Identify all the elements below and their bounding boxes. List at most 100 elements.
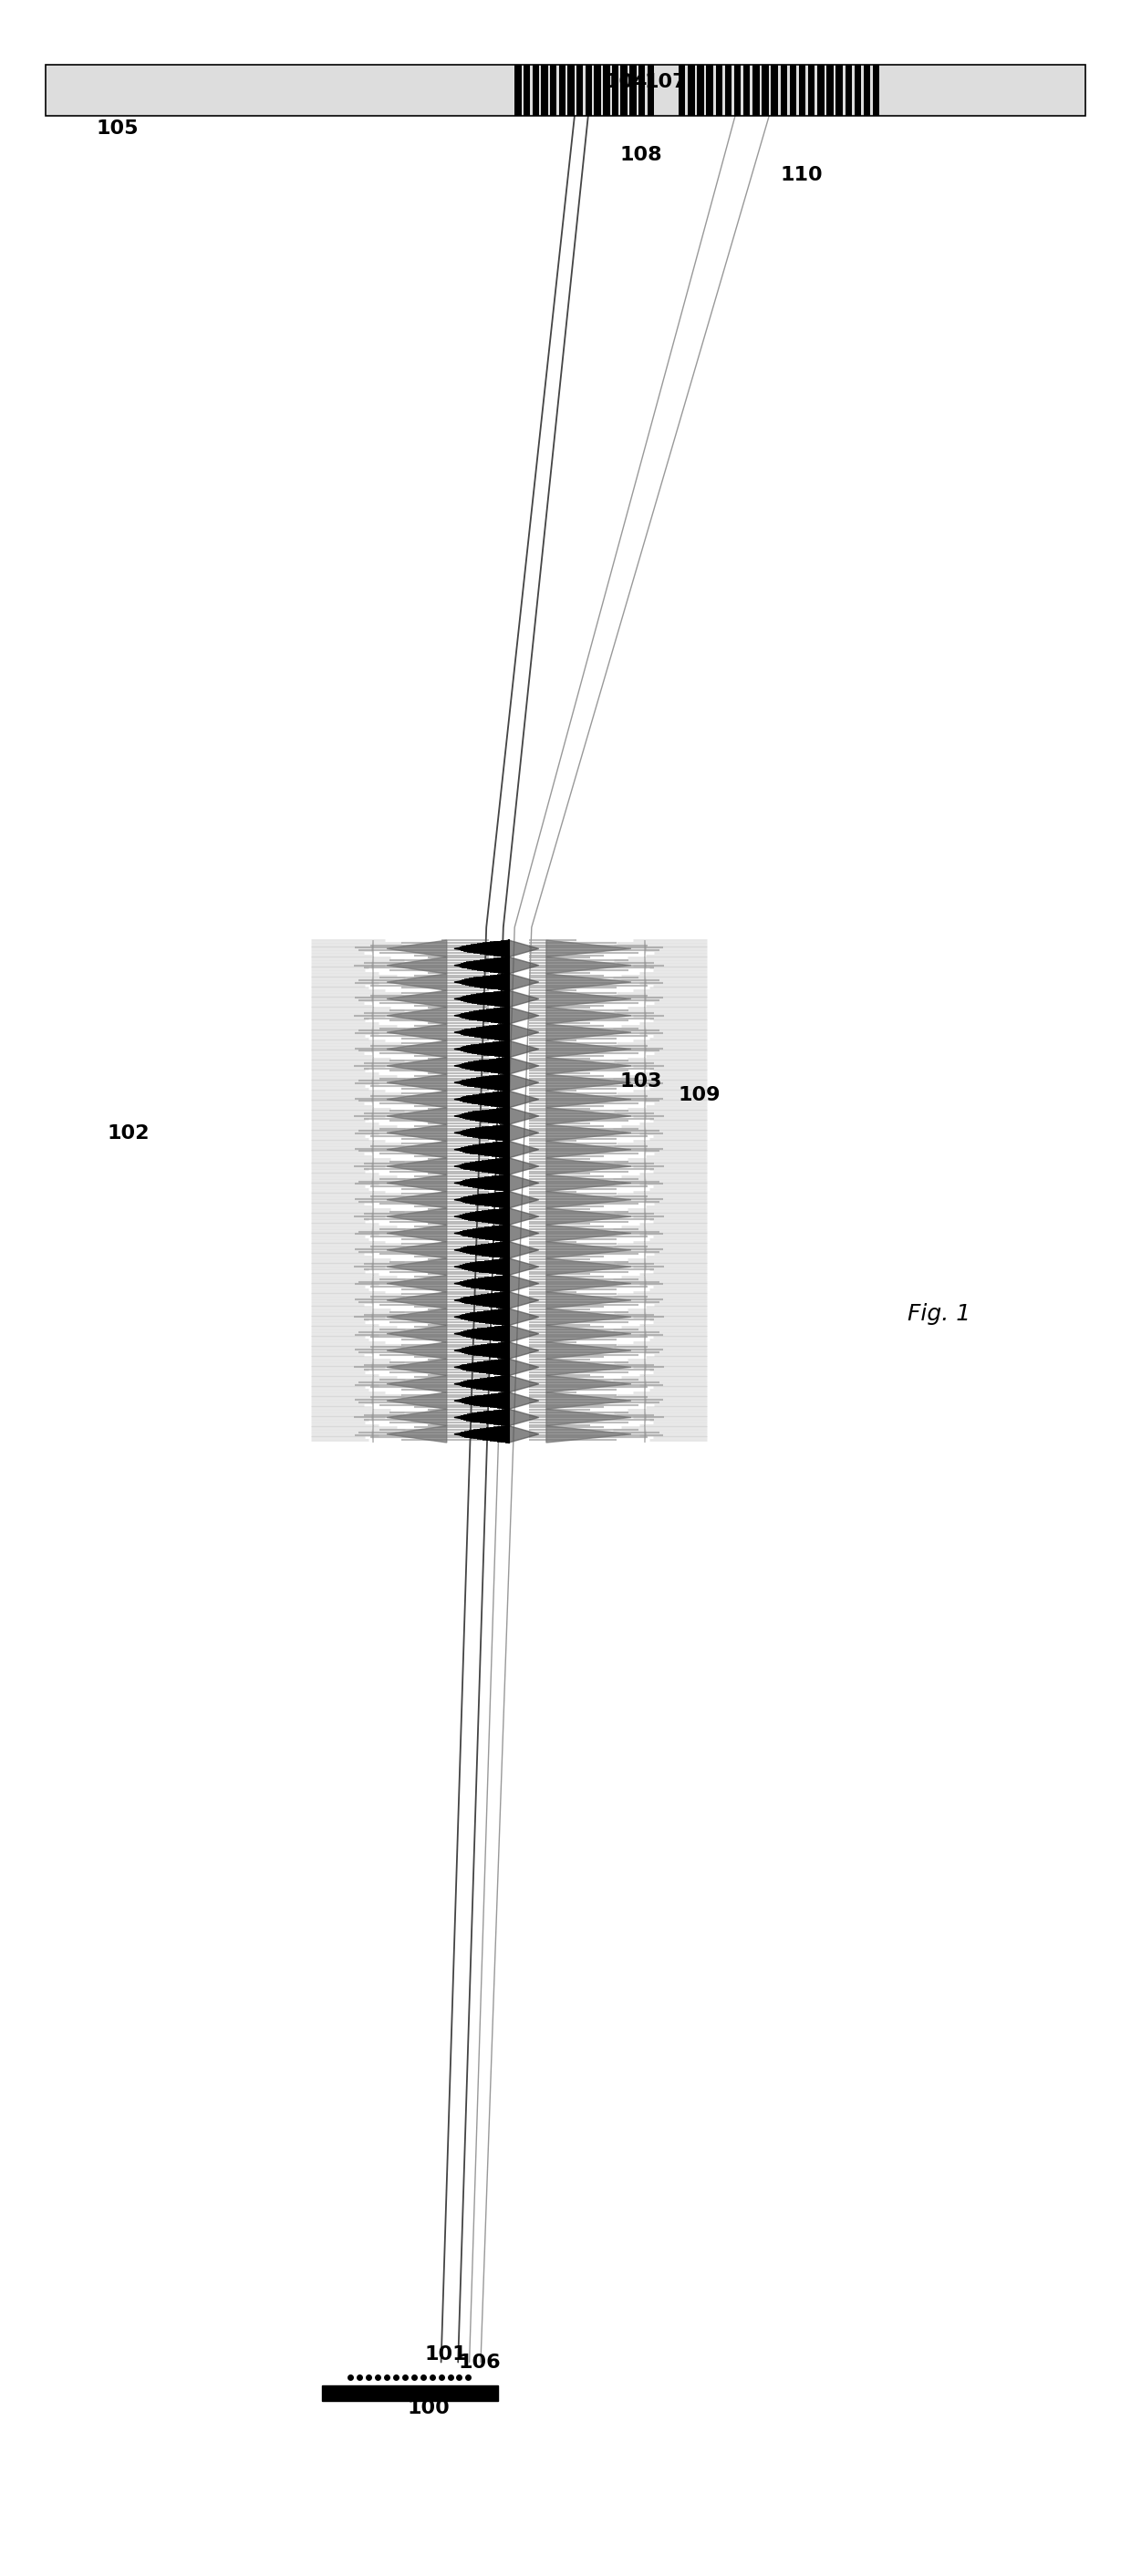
Polygon shape — [387, 1260, 447, 1275]
Polygon shape — [455, 974, 509, 989]
Polygon shape — [387, 1242, 447, 1260]
Bar — [818, 64, 824, 116]
Polygon shape — [387, 1190, 447, 1208]
Polygon shape — [509, 956, 538, 974]
Polygon shape — [509, 1260, 538, 1275]
Polygon shape — [645, 1293, 646, 1309]
Polygon shape — [455, 1074, 509, 1092]
Polygon shape — [509, 1309, 538, 1324]
Polygon shape — [546, 1293, 631, 1309]
Polygon shape — [455, 940, 509, 956]
Polygon shape — [645, 1092, 646, 1108]
Polygon shape — [372, 940, 373, 956]
Polygon shape — [372, 1123, 373, 1141]
Polygon shape — [509, 1190, 538, 1208]
Polygon shape — [645, 1175, 646, 1190]
Polygon shape — [455, 1309, 509, 1324]
Polygon shape — [509, 1074, 538, 1092]
Polygon shape — [645, 1309, 646, 1324]
Polygon shape — [645, 940, 646, 956]
Polygon shape — [387, 1275, 447, 1293]
Polygon shape — [372, 1175, 373, 1190]
Bar — [716, 64, 723, 116]
Polygon shape — [645, 1190, 646, 1208]
Bar — [809, 64, 815, 116]
Polygon shape — [455, 1376, 509, 1391]
Polygon shape — [509, 1376, 538, 1391]
Text: 104: 104 — [605, 72, 648, 93]
Polygon shape — [455, 1391, 509, 1409]
Polygon shape — [455, 989, 509, 1007]
Polygon shape — [645, 1360, 646, 1376]
Polygon shape — [455, 1056, 509, 1074]
Text: 102: 102 — [107, 1123, 149, 1144]
Bar — [638, 64, 645, 116]
Polygon shape — [546, 1275, 631, 1293]
Bar — [827, 64, 834, 116]
Polygon shape — [645, 1260, 646, 1275]
Polygon shape — [387, 1376, 447, 1391]
Polygon shape — [372, 1074, 373, 1092]
Polygon shape — [645, 1041, 646, 1056]
Bar — [533, 64, 539, 116]
Polygon shape — [509, 1208, 538, 1226]
Text: 101: 101 — [424, 2344, 467, 2365]
Text: 100: 100 — [407, 2398, 450, 2419]
Polygon shape — [455, 956, 509, 974]
Polygon shape — [645, 1226, 646, 1242]
Polygon shape — [645, 1007, 646, 1023]
Text: 106: 106 — [458, 2352, 501, 2372]
Polygon shape — [387, 1391, 447, 1409]
Polygon shape — [509, 974, 538, 989]
Polygon shape — [509, 1141, 538, 1159]
Polygon shape — [509, 1023, 538, 1041]
Polygon shape — [455, 1092, 509, 1108]
Polygon shape — [372, 1023, 373, 1041]
Polygon shape — [509, 1409, 538, 1427]
Polygon shape — [372, 1092, 373, 1108]
Polygon shape — [645, 1324, 646, 1342]
Polygon shape — [645, 1391, 646, 1409]
Polygon shape — [546, 1242, 631, 1260]
Polygon shape — [387, 1056, 447, 1074]
Polygon shape — [645, 956, 646, 974]
Polygon shape — [387, 1324, 447, 1342]
Polygon shape — [372, 1293, 373, 1309]
Polygon shape — [546, 1123, 631, 1141]
Polygon shape — [645, 1159, 646, 1175]
Bar — [568, 64, 575, 116]
Text: Fig. 1: Fig. 1 — [907, 1303, 970, 1324]
Polygon shape — [387, 989, 447, 1007]
Polygon shape — [387, 1208, 447, 1226]
Polygon shape — [509, 1159, 538, 1175]
Polygon shape — [455, 1293, 509, 1309]
Text: 105: 105 — [96, 118, 138, 139]
Polygon shape — [387, 1141, 447, 1159]
Polygon shape — [509, 1056, 538, 1074]
Bar — [798, 64, 805, 116]
Polygon shape — [455, 1190, 509, 1208]
Bar — [621, 64, 628, 116]
Polygon shape — [372, 1309, 373, 1324]
Polygon shape — [455, 1208, 509, 1226]
Bar — [771, 64, 778, 116]
Polygon shape — [509, 1342, 538, 1360]
Polygon shape — [387, 940, 447, 956]
Polygon shape — [455, 1141, 509, 1159]
Text: 109: 109 — [679, 1084, 722, 1105]
Bar — [725, 64, 732, 116]
Polygon shape — [509, 1123, 538, 1141]
Polygon shape — [455, 1023, 509, 1041]
Bar — [586, 64, 593, 116]
Polygon shape — [645, 1023, 646, 1041]
Polygon shape — [387, 1023, 447, 1041]
Polygon shape — [372, 1190, 373, 1208]
Polygon shape — [509, 1242, 538, 1260]
Polygon shape — [372, 1391, 373, 1409]
Polygon shape — [546, 940, 631, 956]
Polygon shape — [387, 1226, 447, 1242]
Polygon shape — [645, 1074, 646, 1092]
Polygon shape — [546, 956, 631, 974]
Polygon shape — [509, 1007, 538, 1023]
Polygon shape — [645, 1427, 646, 1443]
